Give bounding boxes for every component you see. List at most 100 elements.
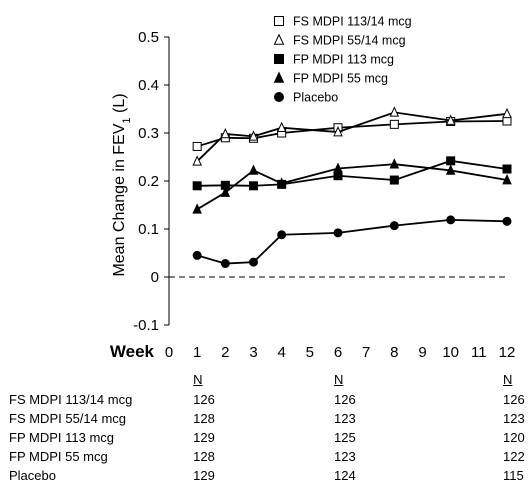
x-tick-label: 1 — [193, 344, 201, 361]
x-tick-label: 5 — [306, 344, 314, 361]
data-point — [389, 106, 400, 117]
legend-label: FS MDPI 55/14 mcg — [293, 34, 406, 48]
series-1 — [192, 116, 512, 151]
data-point — [389, 175, 399, 185]
x-tick-label: 3 — [249, 344, 257, 361]
legend-marker — [274, 16, 284, 26]
series-line — [196, 111, 508, 162]
n-header: N — [503, 372, 513, 387]
y-tick-label: 0.1 — [138, 221, 159, 238]
legend-marker — [274, 54, 284, 64]
series-4 — [192, 158, 512, 214]
y-tick-label: 0.5 — [138, 29, 159, 46]
x-tick-label: 4 — [277, 344, 285, 361]
series-line — [196, 163, 508, 211]
y-tick-label: 0.4 — [138, 77, 159, 94]
n-value: 115 — [503, 468, 524, 483]
data-point — [192, 155, 202, 166]
n-value: 124 — [334, 468, 356, 483]
series-group — [192, 106, 512, 269]
x-tick-label: 11 — [471, 344, 487, 361]
n-row: FS MDPI 113/14 mcg 126 126 126 — [0, 392, 532, 410]
data-point — [502, 164, 512, 174]
data-point — [446, 156, 456, 166]
x-tick-label: 2 — [221, 344, 229, 361]
n-row: FS MDPI 55/14 mcg 128 123 123 — [0, 411, 532, 429]
series-line — [197, 159, 508, 187]
n-value: 129 — [193, 468, 215, 483]
y-tick-label: -0.1 — [133, 317, 159, 334]
series-line — [196, 120, 508, 148]
data-point — [220, 259, 230, 269]
x-tick-label: 9 — [418, 344, 426, 361]
data-point — [192, 250, 202, 260]
data-point — [192, 141, 202, 151]
y-axis-label: Mean Change in FEV1 (L) — [111, 93, 133, 276]
data-point — [333, 228, 343, 238]
x-tick-label: 6 — [334, 344, 342, 361]
x-axis-title: Week — [110, 342, 155, 361]
legend-marker — [273, 71, 285, 83]
series-2 — [192, 106, 512, 166]
series-5 — [192, 215, 512, 269]
legend-label: FP MDPI 55 mcg — [293, 72, 388, 86]
legend-label: FP MDPI 113 mcg — [293, 53, 394, 67]
data-point — [276, 121, 287, 133]
data-point — [389, 158, 400, 169]
n-row-label: FS MDPI 55/14 mcg — [9, 411, 127, 426]
x-tick-label: 0 — [165, 344, 173, 361]
x-tick-label: 12 — [499, 344, 516, 361]
legend-marker — [274, 92, 284, 102]
n-row: Placebo 129 124 115 — [0, 468, 532, 486]
n-value: 126 — [334, 392, 356, 407]
data-point — [248, 130, 259, 141]
x-tick-label: 8 — [390, 344, 398, 361]
x-axis-ticks: 0 1 2 3 4 5 6 7 8 9 10 11 12 — [165, 344, 516, 361]
data-point — [333, 171, 343, 181]
x-tick-label: 7 — [362, 344, 370, 361]
data-point — [220, 186, 231, 197]
n-value: 125 — [334, 430, 356, 445]
data-point — [502, 216, 512, 226]
x-tick-label: 10 — [442, 344, 459, 361]
n-header: N — [334, 372, 344, 387]
data-point — [192, 181, 202, 191]
n-value: 128 — [193, 449, 215, 464]
legend-marker — [273, 33, 285, 45]
n-row: FP MDPI 55 mcg 128 123 122 — [0, 449, 532, 467]
y-tick-label: 0.3 — [138, 125, 159, 142]
data-point — [220, 127, 231, 139]
y-axis-ticks: -0.1 0 0.1 0.2 0.3 0.4 0.5 — [133, 29, 169, 334]
n-value: 129 — [193, 430, 215, 445]
n-value: 120 — [503, 430, 525, 445]
n-value: 123 — [334, 411, 356, 426]
series-line — [196, 218, 508, 265]
data-point — [389, 221, 399, 231]
n-row-label: FS MDPI 113/14 mcg — [9, 392, 133, 407]
data-point — [192, 203, 202, 214]
data-point — [502, 107, 512, 119]
data-point — [502, 174, 512, 185]
n-value: 122 — [503, 449, 525, 464]
n-value: 128 — [193, 411, 215, 426]
n-header: N — [193, 372, 203, 387]
n-value: 126 — [503, 392, 525, 407]
data-point — [446, 215, 456, 225]
y-axis-label-main: Mean Change in FEV — [111, 123, 128, 276]
n-value: 123 — [334, 449, 356, 464]
n-row: FP MDPI 113 mcg 129 125 120 — [0, 430, 532, 448]
legend-label: FS MDPI 113/14 mcg — [293, 15, 412, 29]
data-point — [502, 116, 512, 126]
y-axis-label-sub: 1 — [121, 117, 133, 123]
n-row-label: FP MDPI 113 mcg — [9, 430, 114, 445]
y-tick-label: 0.2 — [138, 173, 159, 190]
data-point — [389, 119, 399, 129]
data-point — [445, 114, 456, 125]
chart: -0.100.10.20.30.40.5 0 1 2 3 4 5 6 7 8 9 10 11 12 FS… — [110, 15, 516, 362]
n-row-label: Placebo — [9, 468, 56, 483]
data-point — [249, 257, 258, 267]
y-axis-label-unit: (L) — [111, 93, 128, 117]
n-row-label: FP MDPI 55 mcg — [9, 449, 108, 464]
n-value: 126 — [193, 392, 215, 407]
